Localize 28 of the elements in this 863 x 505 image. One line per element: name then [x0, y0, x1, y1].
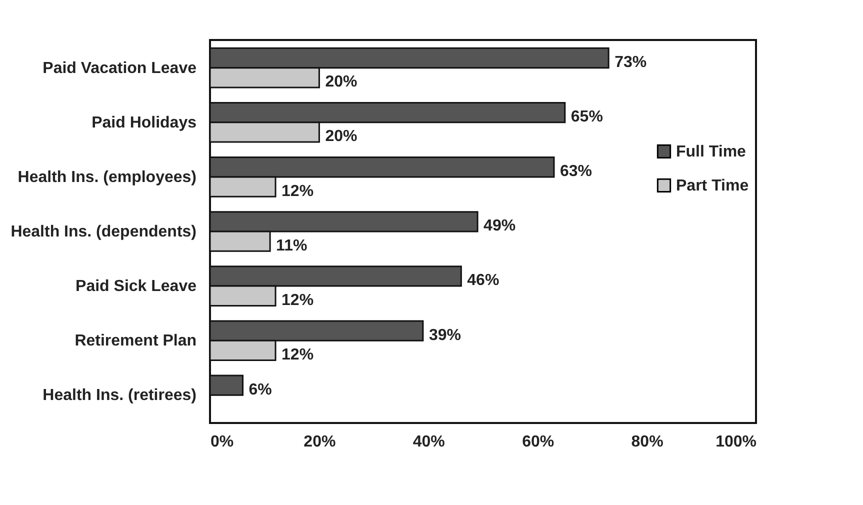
data-label: 63% — [560, 163, 592, 180]
y-tick-label: Paid Sick Leave — [76, 278, 197, 296]
data-label: 12% — [282, 182, 314, 200]
y-tick-label: Health Ins. (employees) — [18, 168, 196, 186]
legend-label: Full Time — [676, 143, 746, 160]
data-label: 11% — [276, 237, 308, 254]
data-label: 20% — [325, 128, 358, 146]
legend-label: Part Time — [676, 177, 749, 194]
data-label: 12% — [282, 292, 314, 309]
data-label: 39% — [428, 326, 461, 344]
x-tick-label: 40% — [412, 434, 445, 450]
y-tick-label: Health Ins. (dependents) — [10, 224, 196, 240]
y-tick-label: Retirement Plan — [74, 332, 196, 350]
y-tick-label: Paid Holidays — [92, 114, 197, 132]
x-tick-label: 60% — [522, 434, 554, 450]
data-label: 6% — [248, 381, 272, 398]
x-tick-label: 100% — [716, 434, 756, 450]
x-tick-label: 0% — [210, 434, 234, 450]
data-label: 73% — [614, 54, 647, 72]
data-label: 46% — [467, 272, 500, 290]
data-label: 49% — [484, 218, 516, 235]
y-tick-label: Paid Vacation Leave — [42, 60, 197, 77]
x-tick-label: 20% — [304, 434, 336, 450]
data-label: 65% — [570, 108, 603, 126]
x-tick-label: 80% — [631, 434, 664, 450]
data-label: 12% — [282, 346, 314, 364]
data-label: 20% — [325, 74, 358, 91]
y-tick-label: Health Ins. (retirees) — [42, 387, 196, 404]
